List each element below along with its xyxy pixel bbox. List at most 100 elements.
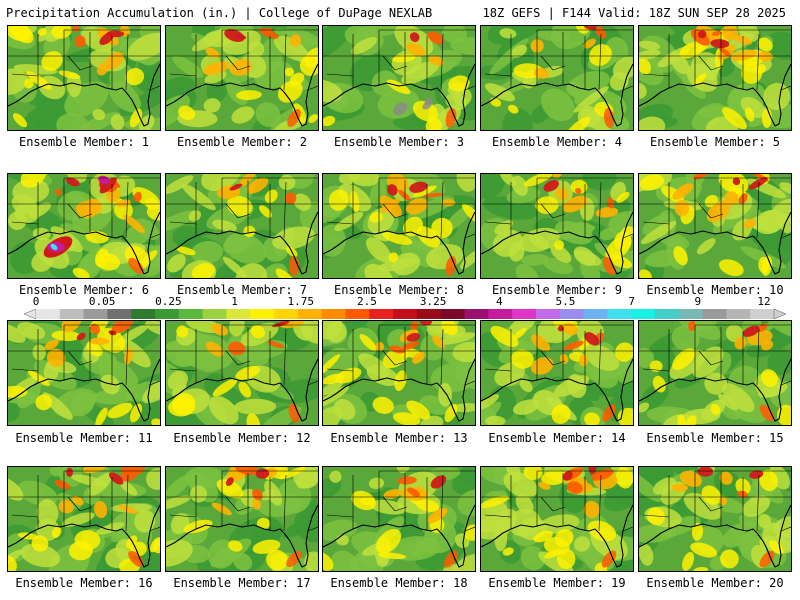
colorbar-segment — [393, 309, 418, 319]
colorbar-segment — [250, 309, 275, 319]
colorbar-tick-label: 1.75 — [287, 295, 314, 308]
ensemble-member-label: Ensemble Member: 12 — [173, 431, 311, 445]
ensemble-member-label: Ensemble Member: 8 — [333, 283, 465, 297]
precip-map — [8, 174, 160, 278]
ensemble-map-panel — [7, 173, 161, 279]
precip-map — [166, 467, 318, 571]
ensemble-member-label: Ensemble Member: 9 — [491, 283, 623, 297]
ensemble-member-label: Ensemble Member: 10 — [646, 283, 784, 297]
colorbar-segment — [297, 309, 323, 319]
colorbar-segment — [83, 309, 108, 319]
ensemble-map-panel — [480, 320, 634, 426]
precip-map — [8, 321, 160, 425]
ensemble-map-panel — [165, 173, 319, 279]
colorbar-segment — [607, 309, 632, 319]
colorbar-tick-label: 2.5 — [356, 295, 377, 308]
precip-map — [166, 26, 318, 130]
ensemble-map-panel — [7, 25, 161, 131]
precip-map — [323, 467, 475, 571]
colorbar-tick-label: 0.25 — [155, 295, 182, 308]
colorbar-tick-label: 3.25 — [419, 295, 447, 308]
colorbar-tick-label: 12 — [757, 295, 771, 308]
ensemble-map-panel — [165, 320, 319, 426]
run-info: 18Z GEFS | F144 Valid: 18Z SUN SEP 28 20… — [482, 6, 786, 20]
precip-map — [166, 321, 318, 425]
precip-map — [323, 321, 475, 425]
ensemble-member-label: Ensemble Member: 6 — [18, 283, 150, 297]
ensemble-member-label: Ensemble Member: 13 — [330, 431, 468, 445]
colorbar-segment — [631, 309, 656, 319]
ensemble-map-panel — [322, 466, 476, 572]
ensemble-map-panel — [322, 25, 476, 131]
colorbar-segment — [36, 309, 61, 319]
colorbar-segment — [59, 309, 85, 319]
precip-map — [8, 26, 160, 130]
ensemble-map-panel — [165, 466, 319, 572]
ensemble-member-label: Ensemble Member: 2 — [176, 135, 308, 149]
colorbar-tick-label: 0.05 — [88, 295, 116, 308]
ensemble-member-label: Ensemble Member: 17 — [173, 576, 311, 590]
colorbar-tick-label: 4 — [495, 295, 503, 308]
ensemble-member-label: Ensemble Member: 3 — [333, 135, 465, 149]
colorbar-segment — [131, 309, 156, 319]
precip-map — [481, 321, 633, 425]
ensemble-map-panel — [480, 466, 634, 572]
colorbar-tick-label: 9 — [694, 295, 702, 308]
colorbar-segment — [226, 309, 251, 319]
precip-map — [323, 174, 475, 278]
colorbar-segment — [559, 309, 584, 319]
colorbar-segment — [464, 309, 489, 319]
ensemble-member-label: Ensemble Member: 18 — [330, 576, 468, 590]
colorbar-max-arrow — [773, 309, 786, 319]
ensemble-member-label: Ensemble Member: 20 — [646, 576, 784, 590]
ensemble-map-panel — [7, 466, 161, 572]
colorbar-segment — [678, 309, 703, 319]
colorbar-segment — [155, 309, 180, 319]
precip-map — [639, 321, 791, 425]
colorbar-tick-label: 5.5 — [555, 295, 576, 308]
map-title: Precipitation Accumulation (in.) | Colle… — [6, 6, 433, 20]
ensemble-member-label: Ensemble Member: 4 — [491, 135, 623, 149]
ensemble-map-panel — [638, 466, 792, 572]
ensemble-member-label: Ensemble Member: 7 — [176, 283, 308, 297]
colorbar-segment — [178, 309, 204, 319]
colorbar-segment — [416, 309, 442, 319]
ensemble-member-label: Ensemble Member: 15 — [646, 431, 784, 445]
colorbar-segment — [750, 309, 775, 319]
precip-map — [8, 467, 160, 571]
ensemble-member-label: Ensemble Member: 11 — [15, 431, 153, 445]
precip-map — [481, 26, 633, 130]
ensemble-map-panel — [7, 320, 161, 426]
colorbar-tick-label: 7 — [628, 295, 635, 308]
ensemble-map-panel — [480, 25, 634, 131]
colorbar-segment — [726, 309, 751, 319]
ensemble-map-panel — [165, 25, 319, 131]
colorbar-segment — [512, 309, 537, 319]
precip-map — [639, 174, 791, 278]
colorbar-segment — [654, 309, 680, 319]
ensemble-map-panel — [638, 173, 792, 279]
colorbar-segment — [702, 309, 727, 319]
colorbar-tick-label: 1 — [231, 295, 238, 308]
ensemble-member-label: Ensemble Member: 16 — [15, 576, 153, 590]
precip-map — [639, 467, 791, 571]
ensemble-map-panel — [480, 173, 634, 279]
colorbar-segment — [321, 309, 346, 319]
colorbar-min-arrow — [24, 309, 37, 319]
colorbar-segment — [488, 309, 513, 319]
ensemble-member-label: Ensemble Member: 5 — [649, 135, 781, 149]
colorbar-segment — [202, 309, 227, 319]
precip-map — [323, 26, 475, 130]
ensemble-map-panel — [638, 25, 792, 131]
precip-colorbar — [24, 309, 786, 319]
colorbar-tick-label: 0 — [32, 295, 40, 308]
colorbar-segment — [107, 309, 132, 319]
precip-map — [481, 467, 633, 571]
ensemble-member-label: Ensemble Member: 14 — [488, 431, 626, 445]
precip-map — [481, 174, 633, 278]
colorbar-segment — [583, 309, 608, 319]
colorbar-segment — [369, 309, 394, 319]
ensemble-member-label: Ensemble Member: 19 — [488, 576, 626, 590]
colorbar-segment — [345, 309, 370, 319]
precip-map — [166, 174, 318, 278]
